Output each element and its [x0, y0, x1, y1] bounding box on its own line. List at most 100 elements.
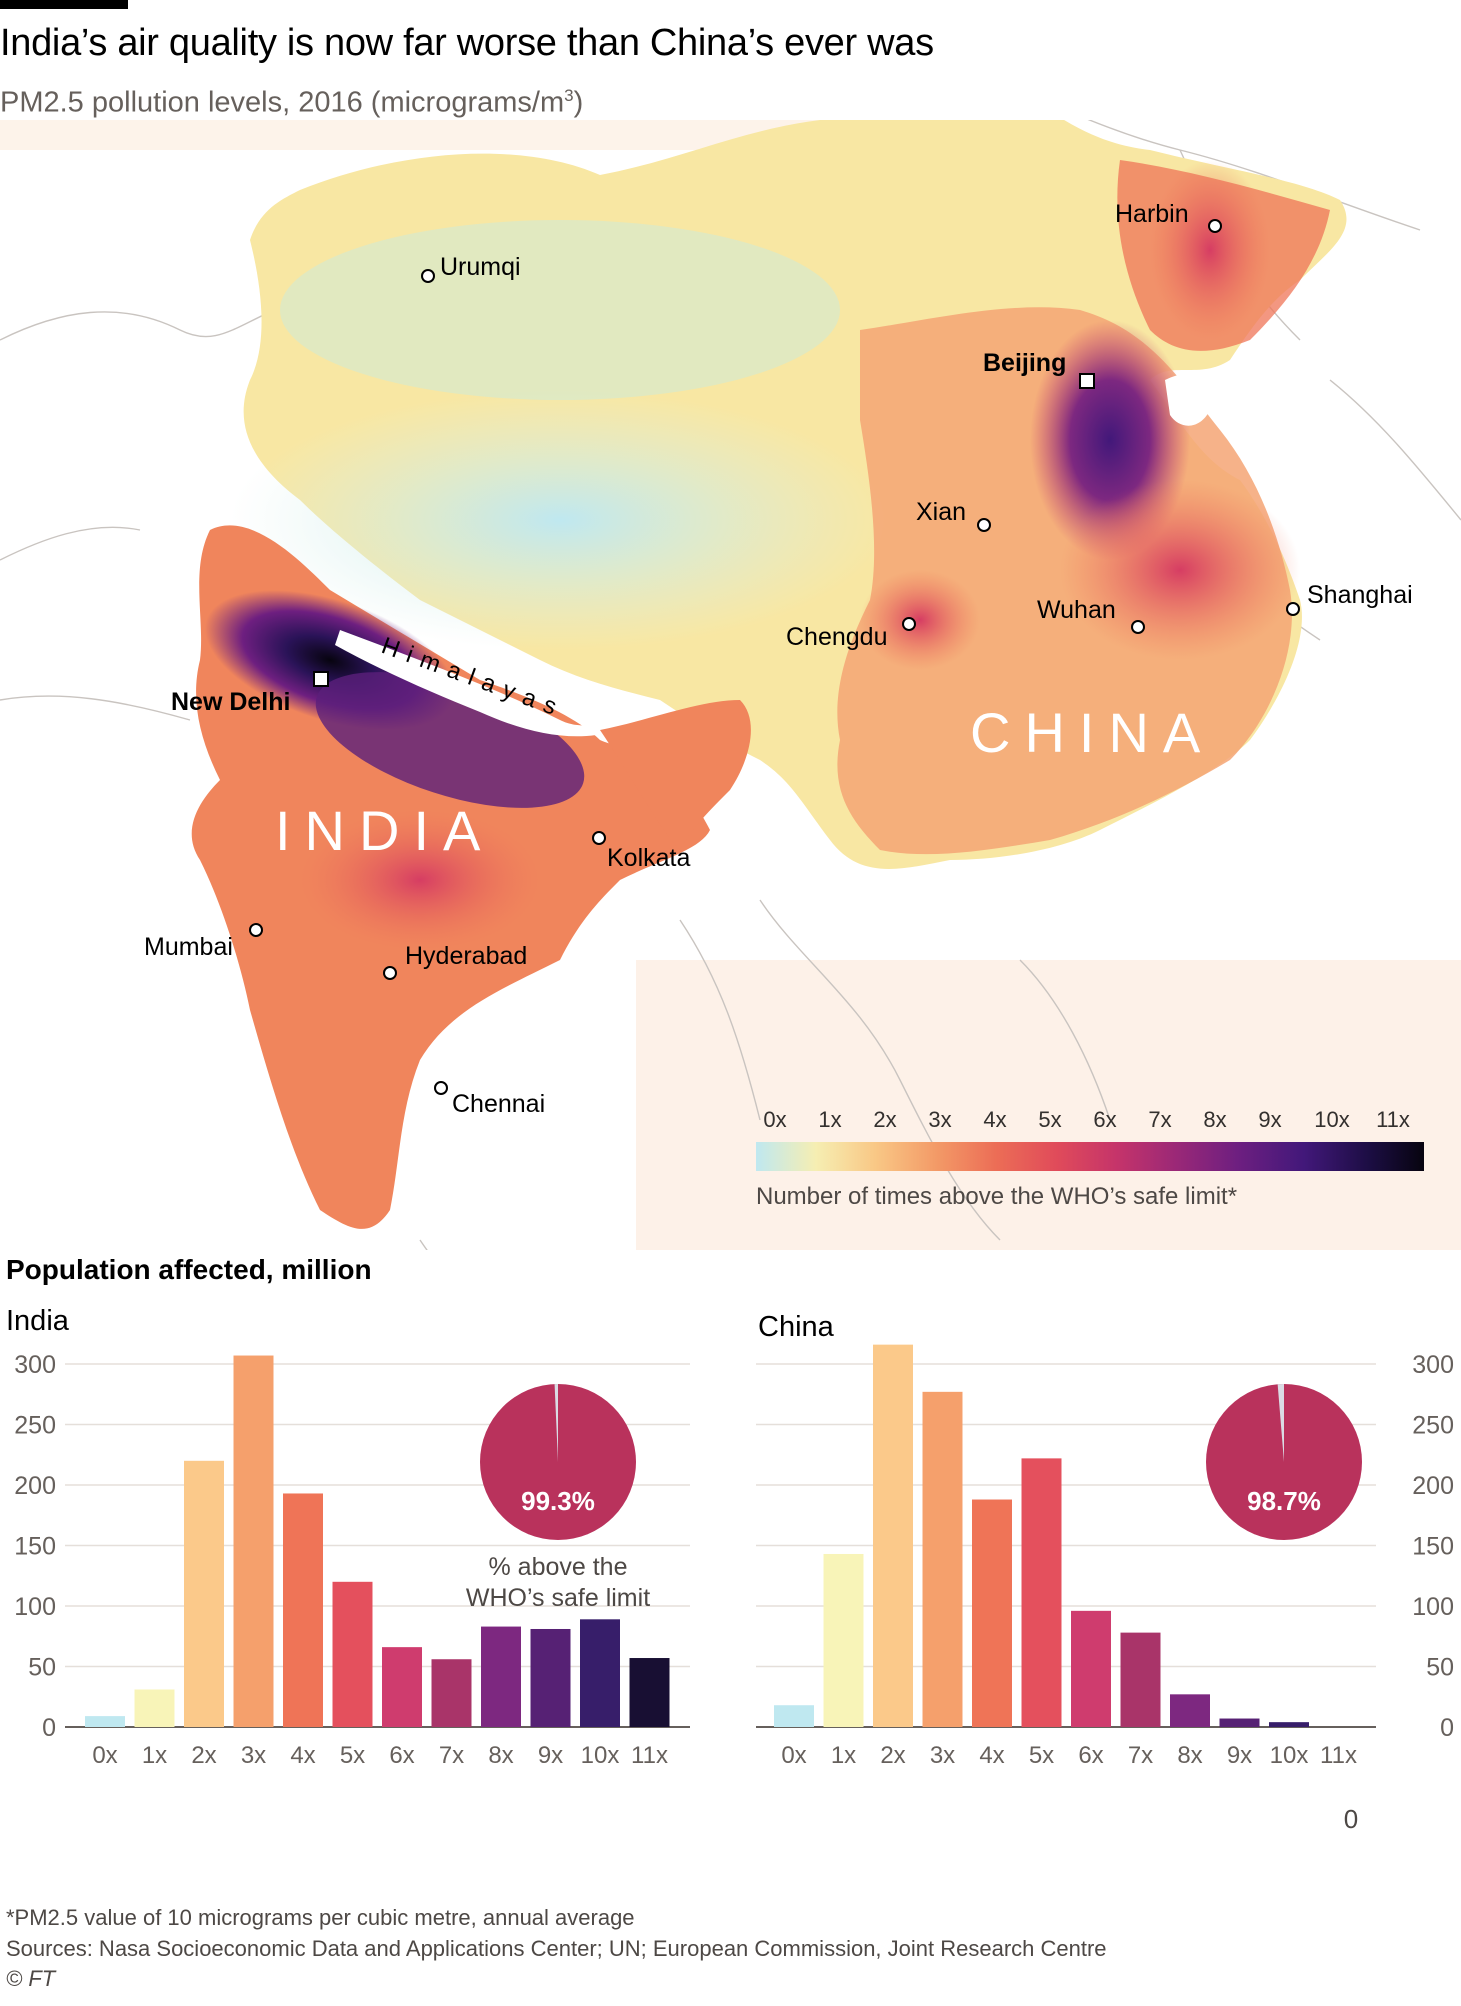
legend-tick: 10x [1314, 1107, 1350, 1132]
x-tick-label: 9x [1227, 1742, 1252, 1769]
city-shanghai: Shanghai [1286, 581, 1413, 616]
pie-value: 99.3% [521, 1486, 595, 1516]
x-tick-label: 8x [1177, 1742, 1202, 1769]
china-pie: 98.7% [1206, 1384, 1362, 1540]
subtitle-end: ) [573, 86, 584, 119]
y-tick-label: 100 [1412, 1593, 1454, 1621]
india-bars [85, 1355, 670, 1727]
x-tick-label: 6x [389, 1742, 414, 1769]
city-marker [592, 831, 606, 845]
city-marker [383, 966, 397, 980]
legend-tick: 0x [763, 1107, 787, 1132]
city-marker [902, 617, 916, 631]
bar-7x [431, 1659, 472, 1727]
x-tick-label: 8x [488, 1742, 513, 1769]
bar-5x [332, 1581, 373, 1727]
city-hyderabad: Hyderabad [383, 942, 527, 980]
y-tick-label: 0 [42, 1714, 56, 1742]
x-tick-label: 0x [781, 1742, 806, 1769]
country-label-india: INDIA [275, 799, 494, 862]
bar-7x [1120, 1632, 1161, 1727]
bar-10x [1269, 1722, 1309, 1727]
chart-title-china: China [758, 1311, 835, 1343]
legend-tick: 4x [983, 1107, 1007, 1132]
legend-tick: 9x [1258, 1107, 1282, 1132]
bar-4x [283, 1493, 323, 1727]
bar-6x [1071, 1610, 1111, 1727]
capital-marker [1079, 373, 1095, 389]
india-gridlines: 0 50 100 150 200 250 300 [14, 1351, 690, 1742]
y-tick-label: 300 [1412, 1351, 1454, 1379]
y-tick-label: 150 [1412, 1533, 1454, 1561]
legend-tick: 1x [818, 1107, 842, 1132]
legend-tick: 3x [928, 1107, 952, 1132]
y-tick-label: 50 [28, 1654, 56, 1682]
y-tick-label: 100 [14, 1593, 56, 1621]
bar-9x [1219, 1718, 1260, 1727]
city-beijing: Beijing [983, 349, 1095, 389]
x-tick-label: 9x [538, 1742, 563, 1769]
taklamakan [280, 220, 840, 400]
y-tick-label: 0 [1440, 1714, 1454, 1742]
x-tick-label: 11x [1320, 1742, 1357, 1769]
city-marker [1286, 602, 1300, 616]
x-tick-label: 10x [1270, 1742, 1309, 1769]
legend-caption: Number of times above the WHO’s safe lim… [756, 1183, 1238, 1210]
y-tick-label: 200 [1412, 1472, 1454, 1500]
bar-1x [823, 1553, 864, 1727]
himalaya-band [335, 630, 596, 737]
x-tick-label: 6x [1078, 1742, 1103, 1769]
y-tick-label: 300 [14, 1351, 56, 1379]
city-label: Hyderabad [405, 942, 527, 970]
x-tick-label: 3x [241, 1742, 266, 1769]
city-marker [977, 518, 991, 532]
city-label: Xian [916, 498, 966, 526]
bar-9x [530, 1628, 571, 1727]
india-x-labels: 0x 1x 2x 3x 4x 5x 6x 7x 8x 9x 10x 11x [92, 1742, 668, 1769]
x-tick-label: 4x [979, 1742, 1004, 1769]
bar-0x [85, 1716, 125, 1727]
bar-11x [629, 1658, 670, 1727]
x-tick-label: 1x [831, 1742, 856, 1769]
x-tick-label: 1x [142, 1742, 167, 1769]
x-tick-label: 2x [191, 1742, 216, 1769]
sources: Sources: Nasa Socioeconomic Data and App… [6, 1936, 1107, 1961]
bar-2x [873, 1344, 913, 1727]
city-urumqi: Urumqi [421, 253, 521, 283]
city-label: New Delhi [171, 688, 290, 716]
legend-tick: 2x [873, 1107, 897, 1132]
city-label: Harbin [1115, 200, 1189, 228]
credit: © FT [6, 1966, 56, 1991]
pollution-map: INDIA CHINA Himalayas Urumqi Harbin Beij… [0, 120, 1461, 1250]
city-mumbai: Mumbai [144, 923, 263, 961]
pie-caption-line2: WHO’s safe limit [466, 1584, 650, 1612]
china-bars [774, 1344, 1309, 1727]
zero-value-label: 0 [1344, 1804, 1358, 1834]
ganges-hotspot [315, 672, 585, 808]
tibet-plateau [230, 390, 890, 650]
harbin-hotspot [1150, 160, 1270, 340]
x-tick-label: 7x [1128, 1742, 1153, 1769]
x-tick-label: 5x [340, 1742, 365, 1769]
city-label: Mumbai [144, 933, 233, 961]
china-bar-chart: China 0 50 100 150 200 250 300 0x 1x 2x 3x 4x 5x 6x 7… [756, 1311, 1454, 1834]
bar-0x [774, 1705, 814, 1727]
bar-3x [233, 1355, 274, 1727]
bar-5x [1021, 1458, 1062, 1727]
city-new-delhi: New Delhi [171, 671, 329, 716]
x-tick-label: 10x [581, 1742, 620, 1769]
legend-tick: 6x [1093, 1107, 1117, 1132]
subtitle-superscript: 3 [564, 86, 574, 105]
city-label: Wuhan [1037, 596, 1116, 624]
bar-3x [922, 1391, 963, 1727]
pie-slice-below [554, 1384, 558, 1462]
y-tick-label: 150 [14, 1533, 56, 1561]
x-tick-label: 5x [1029, 1742, 1054, 1769]
bar-8x [1170, 1694, 1210, 1727]
city-label: Beijing [983, 349, 1066, 377]
city-marker [1131, 620, 1145, 634]
city-label: Chengdu [786, 623, 887, 651]
x-tick-label: 3x [930, 1742, 955, 1769]
top-bar [0, 0, 128, 9]
population-heading: Population affected, million [6, 1254, 372, 1285]
